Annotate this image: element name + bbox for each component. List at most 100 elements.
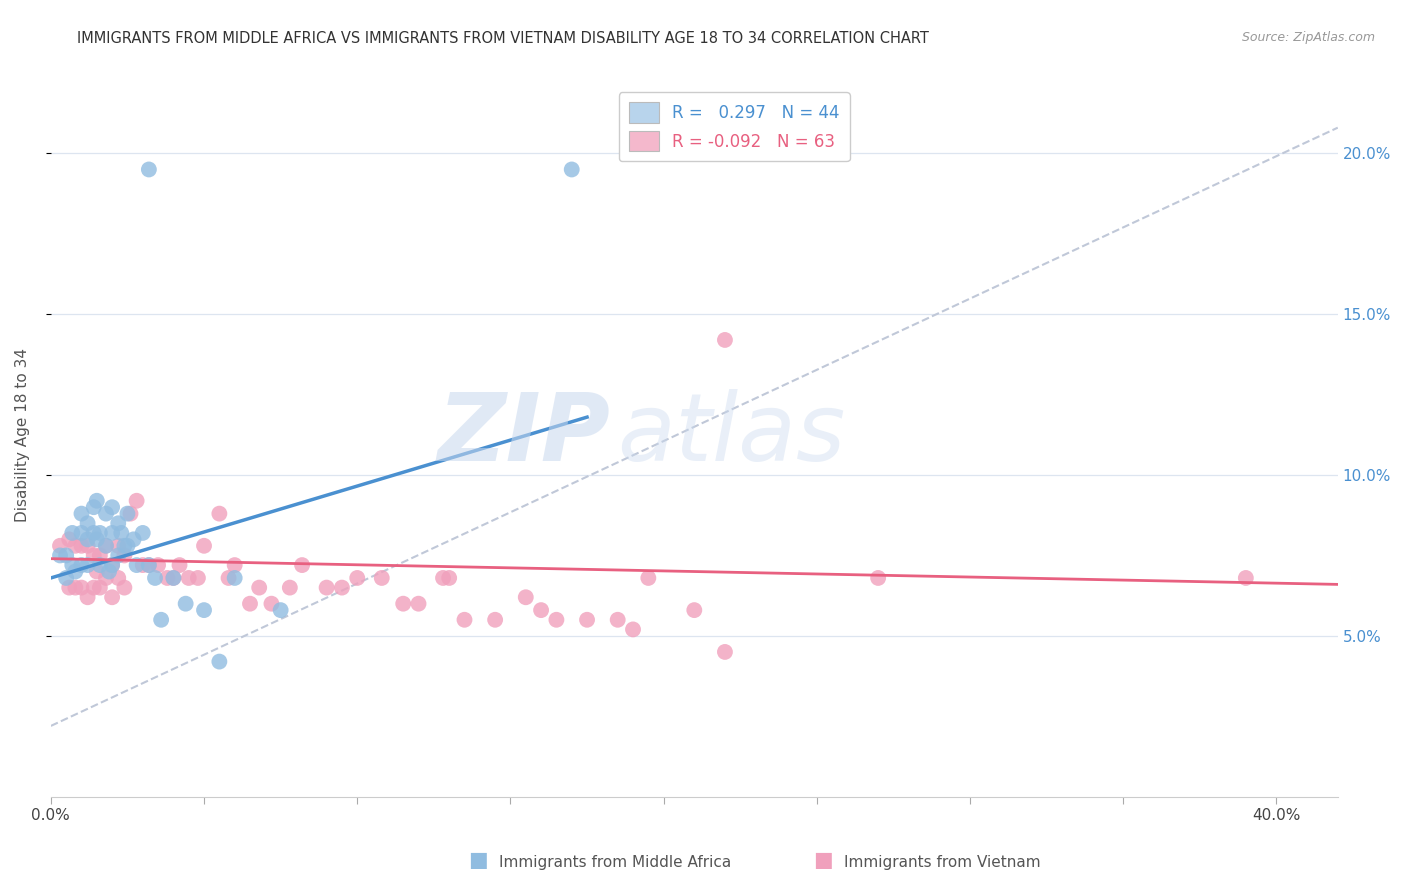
Point xyxy=(83,549,105,563)
Point xyxy=(606,613,628,627)
Point xyxy=(70,558,93,573)
Point xyxy=(278,581,301,595)
Point xyxy=(49,539,72,553)
Point xyxy=(224,571,246,585)
Point xyxy=(65,581,87,595)
Point xyxy=(117,507,139,521)
Point xyxy=(177,571,200,585)
Point xyxy=(112,539,135,553)
Point xyxy=(83,500,105,515)
Point xyxy=(86,565,108,579)
Point xyxy=(208,655,231,669)
Point xyxy=(515,591,537,605)
Point xyxy=(76,591,98,605)
Point xyxy=(714,333,737,347)
Point xyxy=(132,558,155,573)
Point xyxy=(58,533,80,547)
Point xyxy=(208,507,231,521)
Point xyxy=(637,571,659,585)
Point xyxy=(101,558,124,573)
Point xyxy=(107,549,129,563)
Point xyxy=(122,533,145,547)
Point xyxy=(408,597,430,611)
Point xyxy=(89,525,111,540)
Point xyxy=(65,565,87,579)
Point xyxy=(546,613,568,627)
Point xyxy=(70,525,93,540)
Point xyxy=(346,571,368,585)
Point xyxy=(89,558,111,573)
Point xyxy=(112,581,135,595)
Point xyxy=(58,581,80,595)
Point xyxy=(315,581,337,595)
Point xyxy=(101,558,124,573)
Point xyxy=(125,558,148,573)
Point xyxy=(83,581,105,595)
Point xyxy=(150,613,173,627)
Point xyxy=(86,493,108,508)
Point xyxy=(714,645,737,659)
Text: atlas: atlas xyxy=(617,389,845,480)
Point xyxy=(868,571,890,585)
Point xyxy=(49,549,72,563)
Point xyxy=(107,539,129,553)
Point xyxy=(174,597,197,611)
Point xyxy=(218,571,240,585)
Point xyxy=(162,571,184,585)
Point xyxy=(60,558,83,573)
Point xyxy=(70,507,93,521)
Point xyxy=(484,613,506,627)
Point xyxy=(94,539,117,553)
Point xyxy=(138,558,160,573)
Point xyxy=(94,507,117,521)
Point xyxy=(55,571,77,585)
Point xyxy=(143,571,166,585)
Point xyxy=(247,581,270,595)
Point xyxy=(117,539,139,553)
Point xyxy=(76,516,98,531)
Point xyxy=(270,603,292,617)
Point xyxy=(392,597,415,611)
Point xyxy=(224,558,246,573)
Point xyxy=(101,591,124,605)
Legend: R =   0.297   N = 44, R = -0.092   N = 63: R = 0.297 N = 44, R = -0.092 N = 63 xyxy=(619,92,849,161)
Text: ZIP: ZIP xyxy=(437,389,610,481)
Point xyxy=(156,571,179,585)
Point xyxy=(169,558,191,573)
Point xyxy=(621,623,644,637)
Point xyxy=(561,162,583,177)
Point xyxy=(125,493,148,508)
Point xyxy=(330,581,353,595)
Point xyxy=(138,558,160,573)
Point xyxy=(146,558,169,573)
Point xyxy=(530,603,553,617)
Point xyxy=(112,549,135,563)
Point xyxy=(70,581,93,595)
Point xyxy=(683,603,706,617)
Point xyxy=(291,558,314,573)
Point xyxy=(107,571,129,585)
Point xyxy=(107,516,129,531)
Point xyxy=(576,613,599,627)
Point xyxy=(453,613,475,627)
Point xyxy=(94,539,117,553)
Point xyxy=(83,525,105,540)
Point xyxy=(70,539,93,553)
Point xyxy=(60,525,83,540)
Point xyxy=(76,558,98,573)
Y-axis label: Disability Age 18 to 34: Disability Age 18 to 34 xyxy=(15,348,30,522)
Point xyxy=(89,581,111,595)
Text: Immigrants from Middle Africa: Immigrants from Middle Africa xyxy=(499,855,731,870)
Point xyxy=(94,571,117,585)
Text: Immigrants from Vietnam: Immigrants from Vietnam xyxy=(844,855,1040,870)
Point xyxy=(89,549,111,563)
Point xyxy=(132,525,155,540)
Point xyxy=(98,565,121,579)
Point xyxy=(432,571,454,585)
Point xyxy=(110,525,132,540)
Text: ■: ■ xyxy=(468,850,488,870)
Point xyxy=(1234,571,1257,585)
Point xyxy=(437,571,460,585)
Point xyxy=(76,533,98,547)
Point xyxy=(193,603,215,617)
